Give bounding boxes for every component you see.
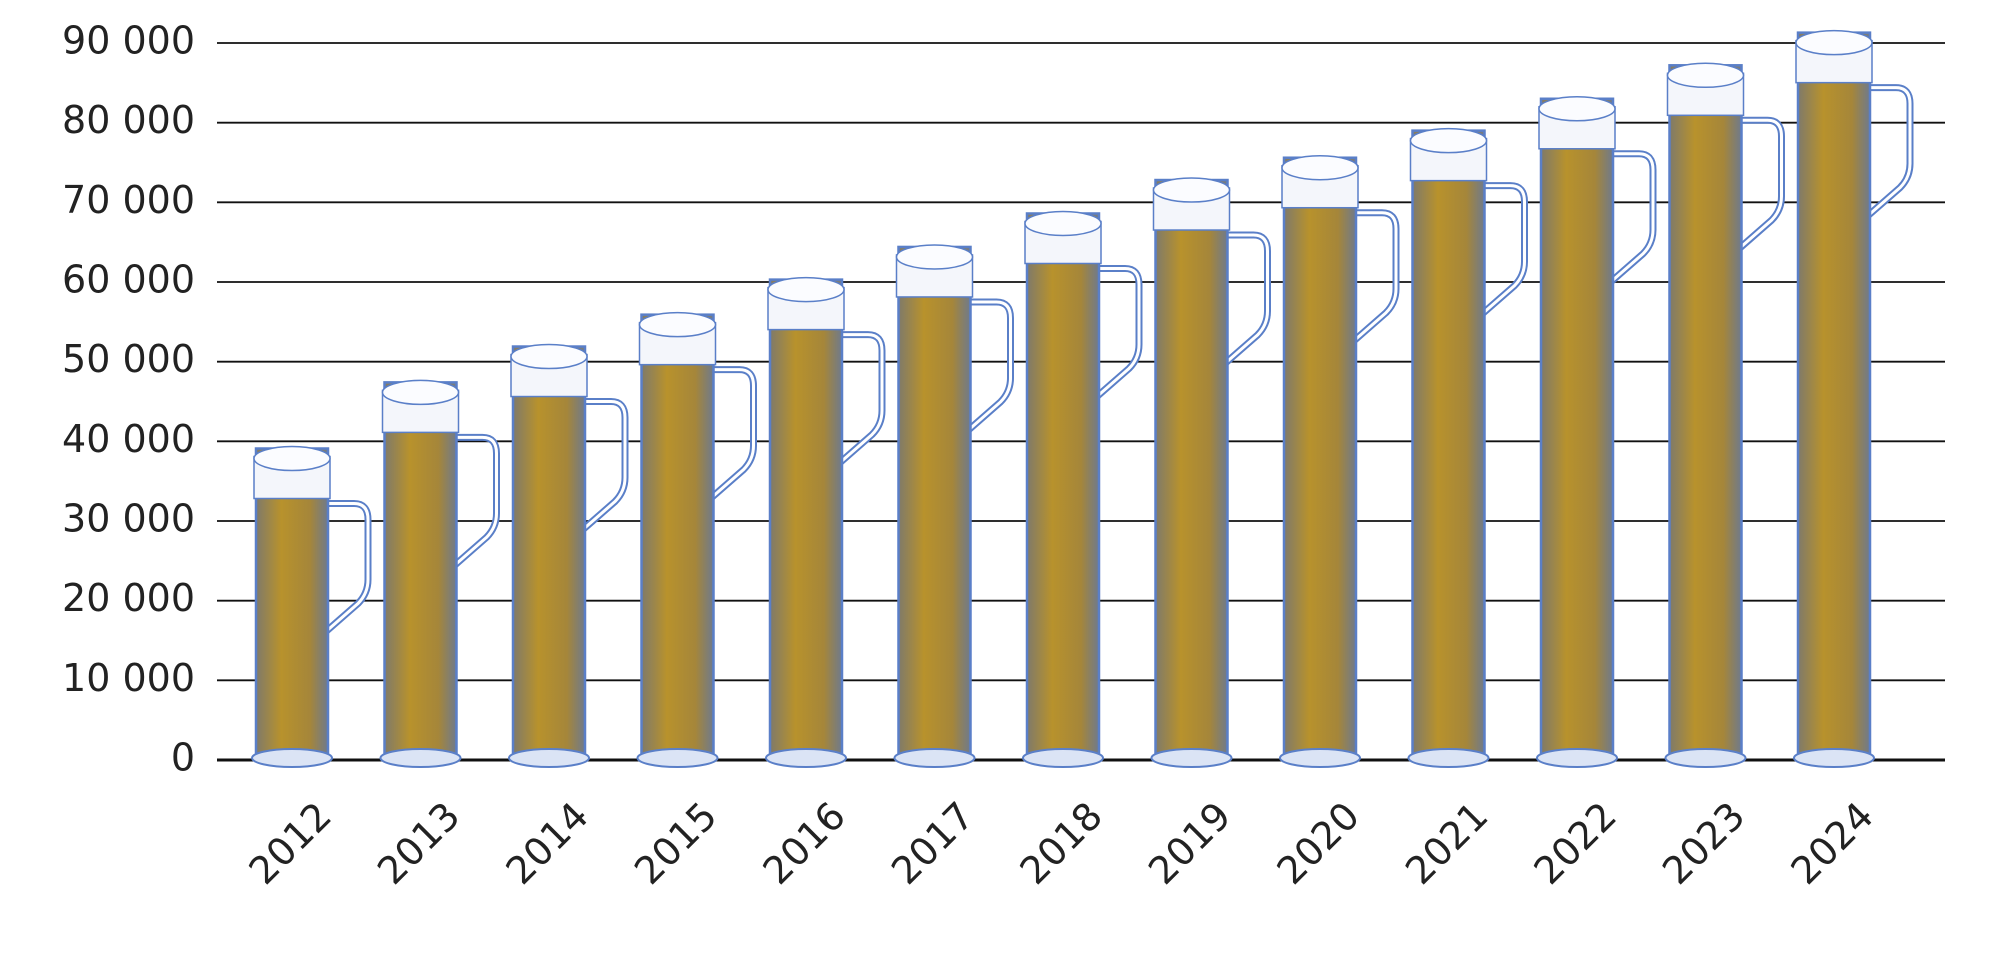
bar [897,245,972,762]
x-tick-label: 2016 [754,793,854,893]
mug-base [379,748,462,768]
foam-top [253,445,331,472]
mug-handle-inner [1096,266,1141,398]
mug-handle-inner [325,502,370,633]
foam-top [510,343,588,370]
mug-base [1022,748,1104,768]
foam-top [1281,154,1359,181]
x-tick-label: 2020 [1268,793,1368,893]
mug-base [1150,748,1233,768]
bar [1282,156,1358,762]
x-tick-label: 2023 [1654,793,1754,893]
bar [1539,97,1615,762]
mug-handle-inner [1738,118,1783,250]
x-tick-label: 2024 [1782,793,1882,893]
mug-base [1279,748,1361,768]
foam-top [1538,96,1616,122]
mug [765,276,886,768]
mug-base [636,748,719,768]
bar [254,447,330,762]
x-tick-label: 2022 [1525,793,1625,893]
mug [1279,154,1400,768]
x-tick-label: 2015 [626,793,726,893]
y-tick-label: 90 000 [62,19,195,63]
foam-top [381,379,460,406]
mug [893,244,1014,768]
mug [1022,210,1143,768]
y-tick-label: 30 000 [62,497,195,541]
mug-handle-inner [1353,211,1398,342]
mug-handle-inner [582,400,627,531]
mug-handle-inner [1224,233,1269,365]
x-tick-label: 2013 [369,793,469,893]
x-tick-label: 2014 [497,793,597,893]
y-tick-label: 0 [171,736,195,780]
x-tick-label: 2021 [1397,793,1497,893]
y-tick-label: 60 000 [62,258,195,302]
x-tick-label: 2012 [240,793,340,893]
mug-handle-inner [1610,152,1655,283]
bar [383,381,458,762]
mug-base [1536,748,1618,768]
bar [1796,31,1872,762]
foam-top [1152,177,1231,203]
foam-top [1666,62,1745,89]
x-tick-label: 2017 [883,793,983,893]
mug [1407,127,1528,768]
y-tick-label: 10 000 [62,656,195,700]
x-tick-label: 2019 [1140,793,1240,893]
mug-handle-inner [453,435,498,567]
bar [640,313,715,762]
mug [1793,29,1914,768]
mug-base [508,748,590,768]
foam-top [895,244,974,270]
mug [1664,62,1785,768]
bar [1154,178,1229,762]
mug-handle-inner [1481,184,1526,315]
bar [768,278,844,762]
mug-base [765,748,847,768]
mug-base [1664,748,1747,768]
y-tick-label: 20 000 [62,576,195,620]
mug [1150,177,1271,768]
mug-base [1407,748,1490,768]
foam-top [1409,127,1488,154]
bar [1411,129,1486,762]
mug [1536,96,1657,768]
foam-top [1024,210,1102,237]
y-tick-label: 40 000 [62,417,195,461]
foam-top [1795,29,1873,56]
y-tick-label: 50 000 [62,337,195,381]
foam-top [767,276,845,303]
mug [636,311,757,768]
bar [1668,64,1743,762]
mug [251,445,372,768]
mug-base [893,748,976,768]
bar [1025,212,1101,762]
mug-handle-inner [710,368,755,499]
foam-top [638,311,717,338]
mug-base [1793,748,1875,768]
mug [379,379,500,768]
mug-handle-inner [967,300,1012,432]
y-tick-label: 80 000 [62,98,195,142]
mug-handle-inner [839,333,884,464]
mug [508,343,629,768]
y-tick-label: 70 000 [62,178,195,222]
bar [511,345,587,762]
x-tick-label: 2018 [1011,793,1111,893]
mug-base [251,748,333,768]
mug-handle-inner [1867,86,1912,217]
